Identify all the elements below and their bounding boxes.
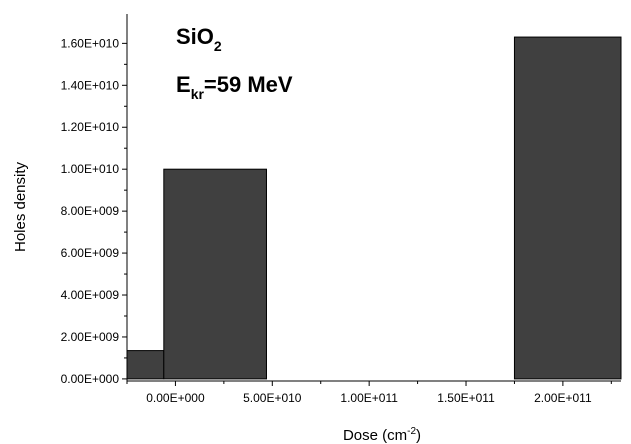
y-tick-label: 0.00E+000 [61, 372, 120, 386]
x-tick-label: 5.00E+010 [243, 391, 302, 405]
y-tick-label: 2.00E+009 [61, 330, 120, 344]
bar-3 [513, 36, 622, 380]
bars-group [126, 36, 622, 380]
y-tick-label: 1.00E+010 [61, 162, 120, 176]
axes-group: 0.00E+000 2.00E+009 4.00E+009 6.00E+009 8.00… [61, 14, 621, 405]
y-axis-title: Holes density [12, 161, 29, 252]
y-tick-label: 8.00E+009 [61, 204, 120, 218]
x-tick-label: 1.50E+011 [437, 391, 495, 405]
bar-2 [163, 168, 267, 380]
x-tick-label: 1.00E+011 [340, 391, 398, 405]
annotation-energy: Ekr=59 MeV [176, 72, 293, 102]
y-tick-label: 1.60E+010 [61, 36, 120, 50]
x-tick-label: 0.00E+000 [146, 391, 205, 405]
x-axis-title: Dose (cm-2) [343, 426, 421, 444]
bar-1 [126, 350, 165, 380]
y-tick-label: 1.40E+010 [61, 78, 120, 92]
y-tick-label: 6.00E+009 [61, 246, 120, 260]
y-tick-label: 1.20E+010 [61, 120, 120, 134]
x-tick-label: 2.00E+011 [534, 391, 592, 405]
annotation-material: SiO2 [176, 24, 222, 54]
y-tick-label: 4.00E+009 [61, 288, 120, 302]
